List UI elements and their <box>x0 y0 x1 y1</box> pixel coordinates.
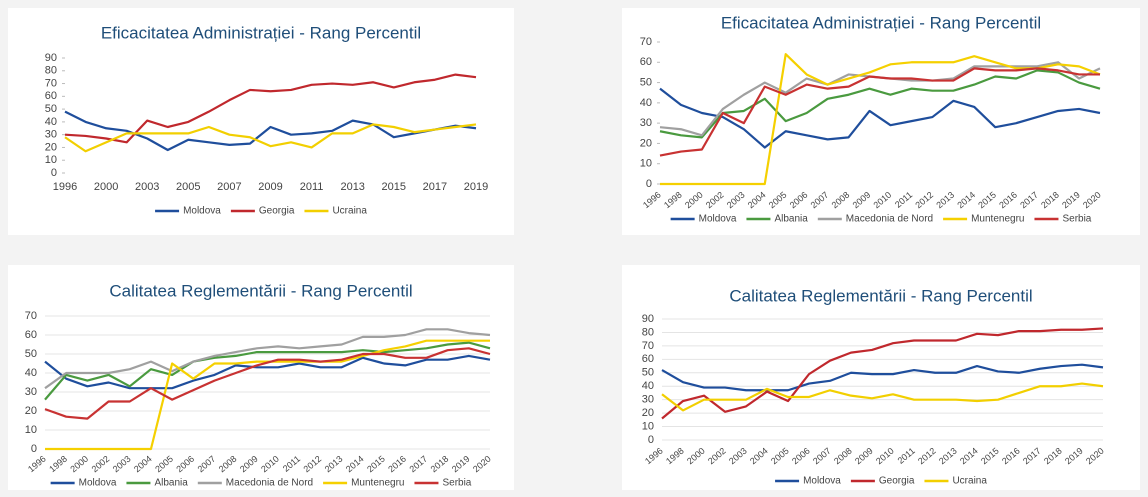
y-tick-label: 10 <box>642 420 654 432</box>
y-tick-label: 30 <box>640 117 652 129</box>
y-tick-label: 60 <box>25 329 37 341</box>
legend-label: Georgia <box>259 206 295 217</box>
x-tick-label: 2007 <box>217 181 241 193</box>
x-tick-label: 2000 <box>94 181 118 193</box>
y-tick-label: 70 <box>642 340 654 352</box>
y-tick-label: 0 <box>646 178 652 190</box>
legend-label: Moldova <box>699 214 737 225</box>
y-tick-label: 60 <box>640 56 652 68</box>
x-tick-label: 2019 <box>464 181 488 193</box>
x-tick-label: 2003 <box>135 181 159 193</box>
legend-label: Muntenegru <box>971 214 1024 225</box>
y-tick-label: 30 <box>25 386 37 398</box>
x-tick-label: 1996 <box>53 181 77 193</box>
legend: Moldova Albania Macedonia de Nord Muntenegr… <box>50 478 472 489</box>
y-tick-label: 40 <box>45 116 57 128</box>
y-tick-label: 30 <box>642 394 654 406</box>
legend-label: Albania <box>774 214 808 225</box>
chart: Eficacitatea Administrației - Rang Perce… <box>8 8 514 235</box>
x-tick-label: 2013 <box>340 181 364 193</box>
chart-title: Eficacitatea Administrației - Rang Perce… <box>101 23 421 42</box>
y-tick-label: 70 <box>25 310 37 322</box>
y-tick-label: 70 <box>640 36 652 48</box>
legend-label: Georgia <box>879 476 915 487</box>
series-line <box>661 382 1104 412</box>
legend-label: Serbia <box>442 478 471 489</box>
series-line <box>661 363 1104 392</box>
series-line <box>661 327 1104 420</box>
y-tick-label: 40 <box>25 367 37 379</box>
legend-label: Macedonia de Nord <box>226 478 313 489</box>
legend-label: Moldova <box>803 476 841 487</box>
legend: Moldova Albania Macedonia de Nord Muntenegr… <box>670 214 1092 225</box>
series-line <box>44 354 491 390</box>
chart-panel <box>622 265 1140 490</box>
y-tick-label: 10 <box>640 158 652 170</box>
y-tick-label: 0 <box>51 167 57 179</box>
chart-title: Calitatea Reglementării - Rang Percentil <box>729 286 1032 305</box>
legend-label: Moldova <box>183 206 221 217</box>
legend-label: Ucraina <box>332 206 367 217</box>
chart-title: Calitatea Reglementării - Rang Percentil <box>109 281 412 300</box>
series-line <box>64 73 477 144</box>
x-tick-label: 2011 <box>300 181 324 193</box>
y-tick-label: 40 <box>642 380 654 392</box>
series-line <box>44 328 491 390</box>
y-tick-label: 20 <box>25 405 37 417</box>
y-tick-label: 20 <box>642 407 654 419</box>
series-line <box>659 87 1101 149</box>
y-tick-label: 10 <box>25 424 37 436</box>
x-tick-label: 2017 <box>423 181 447 193</box>
legend-label: Macedonia de Nord <box>846 214 933 225</box>
legend-label: Serbia <box>1062 214 1091 225</box>
y-tick-label: 40 <box>640 97 652 109</box>
x-tick-label: 2005 <box>176 181 200 193</box>
y-tick-label: 60 <box>45 90 57 102</box>
chart: Calitatea Reglementării - Rang Percentil… <box>8 265 514 490</box>
y-tick-label: 50 <box>642 367 654 379</box>
series-line <box>64 123 477 153</box>
legend-label: Moldova <box>79 478 117 489</box>
chart: Eficacitatea Administrației - Rang Perce… <box>622 8 1140 235</box>
y-tick-label: 30 <box>45 129 57 141</box>
y-tick-label: 90 <box>642 313 654 325</box>
y-tick-label: 0 <box>31 443 37 455</box>
y-tick-label: 0 <box>648 434 654 446</box>
chart-panel <box>622 8 1140 235</box>
x-tick-label: 2015 <box>382 181 406 193</box>
legend-label: Albania <box>154 478 188 489</box>
y-tick-label: 50 <box>640 76 652 88</box>
y-tick-label: 80 <box>642 326 654 338</box>
y-tick-label: 90 <box>45 52 57 64</box>
y-tick-label: 20 <box>45 141 57 153</box>
chart-panel <box>8 8 514 235</box>
chart: Calitatea Reglementării - Rang Percentil… <box>622 265 1140 490</box>
y-tick-label: 80 <box>45 65 57 77</box>
y-tick-label: 70 <box>45 77 57 89</box>
chart-title: Eficacitatea Administrației - Rang Perce… <box>721 13 1041 32</box>
legend: Moldova Georgia Ucraina <box>155 206 367 217</box>
series-line <box>44 341 491 401</box>
series-line <box>659 67 1100 157</box>
x-tick-label: 2009 <box>258 181 282 193</box>
series-line <box>44 347 491 420</box>
y-tick-label: 10 <box>45 154 57 166</box>
y-tick-label: 50 <box>25 348 37 360</box>
y-tick-label: 60 <box>642 353 654 365</box>
y-tick-label: 20 <box>640 137 652 149</box>
series-line <box>659 69 1101 139</box>
legend-label: Muntenegru <box>351 478 404 489</box>
legend: Moldova Georgia Ucraina <box>775 476 987 487</box>
chart-panel <box>8 265 514 490</box>
legend-label: Ucraina <box>952 476 987 487</box>
y-tick-label: 50 <box>45 103 57 115</box>
